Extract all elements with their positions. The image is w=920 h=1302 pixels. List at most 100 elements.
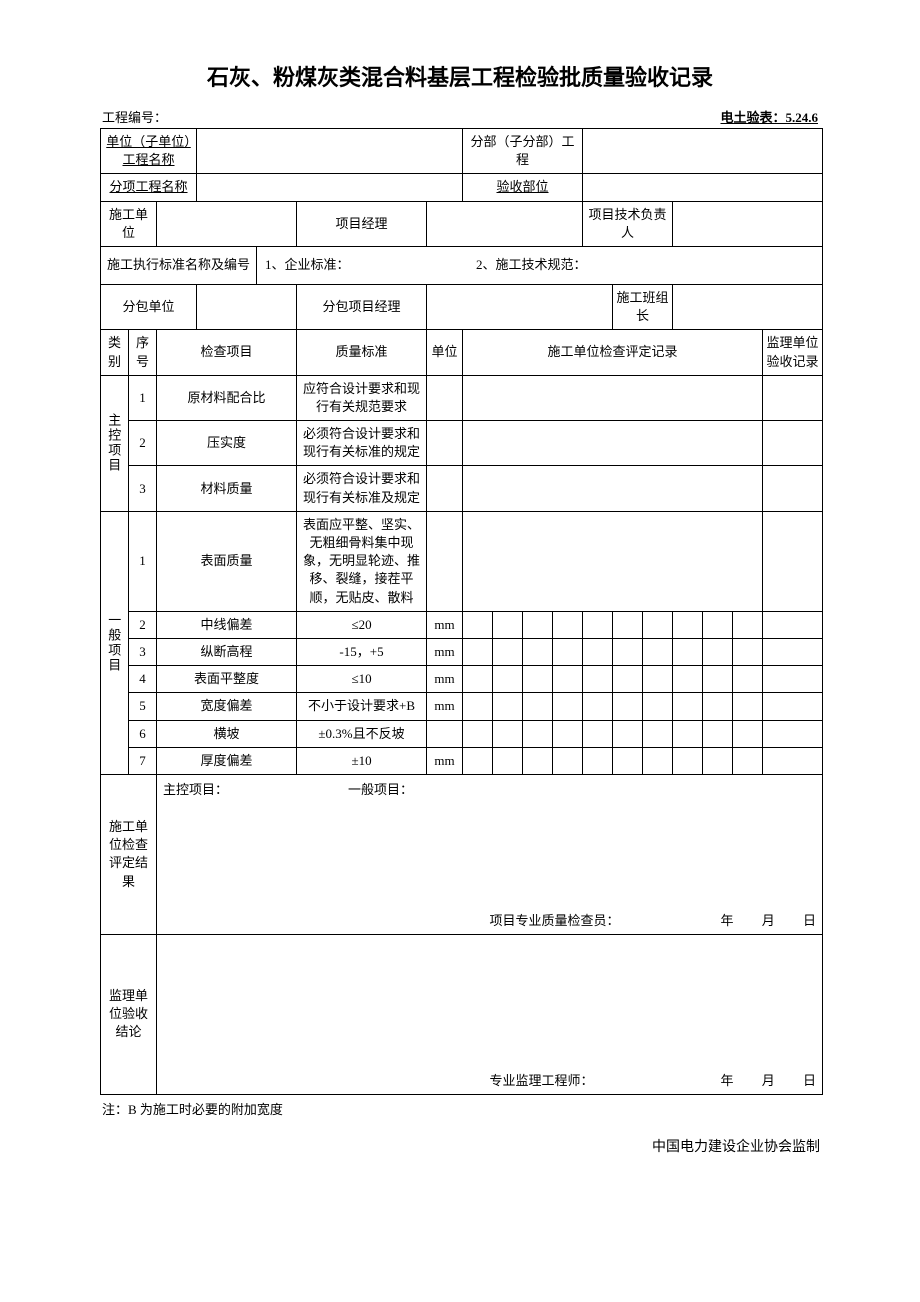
gen-seq-2: 2 xyxy=(129,611,157,638)
standard-2: 2、施工技术规范： xyxy=(476,257,587,272)
construct-unit-label: 施工单位 xyxy=(101,201,157,246)
th-supervise: 监理单位验收记录 xyxy=(763,330,823,375)
main-item-3: 材料质量 xyxy=(157,466,297,511)
main-std-1: 应符合设计要求和现行有关规范要求 xyxy=(297,375,427,420)
main-unit-2 xyxy=(427,421,463,466)
supervise-engineer-label: 专业监理工程师： xyxy=(490,1072,594,1090)
gen-item-7: 厚度偏差 xyxy=(157,747,297,774)
document-title: 石灰、粉煤灰类混合料基层工程检验批质量验收记录 xyxy=(100,60,820,92)
main-rec-3[interactable] xyxy=(463,466,763,511)
accept-part-value[interactable] xyxy=(583,174,823,201)
subcontract-value[interactable] xyxy=(197,284,297,329)
gen-sup-2[interactable] xyxy=(763,611,823,638)
main-unit-3 xyxy=(427,466,463,511)
gen-seq-4: 4 xyxy=(129,666,157,693)
team-lead-label: 施工班组长 xyxy=(613,284,673,329)
sub-project-value[interactable] xyxy=(583,129,823,174)
standard-label: 施工执行标准名称及编号 xyxy=(101,246,257,284)
form-no: 电土验表：5.24.6 xyxy=(720,107,818,126)
gen-unit-1 xyxy=(427,511,463,611)
unit-project-label: 单位（子单位）工程名称 xyxy=(101,129,197,174)
gen-unit-3: mm xyxy=(427,638,463,665)
tech-lead-value[interactable] xyxy=(673,201,823,246)
construct-result-cell[interactable]: 主控项目： 一般项目： 项目专业质量检查员： 年 月 日 xyxy=(157,774,823,934)
gen-item-5: 宽度偏差 xyxy=(157,693,297,720)
item-project-label: 分项工程名称 xyxy=(101,174,197,201)
cat-main: 主控项目 xyxy=(101,375,129,511)
gen-std-5: 不小于设计要求+B xyxy=(297,693,427,720)
footer: 中国电力建设企业协会监制 xyxy=(100,1136,820,1156)
sub-project-label: 分部（子分部）工程 xyxy=(463,129,583,174)
gen-sup-1[interactable] xyxy=(763,511,823,611)
gen-std-2: ≤20 xyxy=(297,611,427,638)
supervise-conclusion-cell[interactable]: 专业监理工程师： 年 月 日 xyxy=(157,934,823,1094)
gen-sup-7[interactable] xyxy=(763,747,823,774)
gen-std-1: 表面应平整、坚实、无粗细骨料集中现象，无明显轮迹、推移、裂缝，接茬平顺，无贴皮、… xyxy=(297,511,427,611)
supervise-conclusion-label: 监理单位验收结论 xyxy=(101,934,157,1094)
project-no-label: 工程编号： xyxy=(102,107,167,126)
main-rec-1[interactable] xyxy=(463,375,763,420)
gen-item-6: 横坡 xyxy=(157,720,297,747)
gen-item-1: 表面质量 xyxy=(157,511,297,611)
gen-sup-4[interactable] xyxy=(763,666,823,693)
standard-value[interactable]: 1、企业标准： 2、施工技术规范： xyxy=(257,246,823,284)
main-item-1: 原材料配合比 xyxy=(157,375,297,420)
gen-seq-5: 5 xyxy=(129,693,157,720)
main-unit-1 xyxy=(427,375,463,420)
quality-checker-label: 项目专业质量检查员： xyxy=(490,912,620,930)
main-std-2: 必须符合设计要求和现行有关标准的规定 xyxy=(297,421,427,466)
construct-unit-value[interactable] xyxy=(157,201,297,246)
gen-std-7: ±10 xyxy=(297,747,427,774)
tech-lead-label: 项目技术负责人 xyxy=(583,201,673,246)
main-table: 单位（子单位）工程名称 分部（子分部）工程 分项工程名称 验收部位 施工单位 项… xyxy=(100,128,823,1095)
main-seq-1: 1 xyxy=(129,375,157,420)
th-category: 类别 xyxy=(101,330,129,375)
gen-seq-7: 7 xyxy=(129,747,157,774)
gen-rec-1[interactable] xyxy=(463,511,763,611)
subcontract-label: 分包单位 xyxy=(101,284,197,329)
gen-item-2: 中线偏差 xyxy=(157,611,297,638)
standard-1: 1、企业标准： xyxy=(265,257,350,272)
gen-unit-5: mm xyxy=(427,693,463,720)
th-record: 施工单位检查评定记录 xyxy=(463,330,763,375)
gen-unit-6 xyxy=(427,720,463,747)
th-item: 检查项目 xyxy=(157,330,297,375)
gen-item-4: 表面平整度 xyxy=(157,666,297,693)
gen-sup-6[interactable] xyxy=(763,720,823,747)
main-item-2: 压实度 xyxy=(157,421,297,466)
sub-pm-value[interactable] xyxy=(427,284,613,329)
main-item-label: 主控项目： xyxy=(163,781,228,799)
main-seq-3: 3 xyxy=(129,466,157,511)
gen-seq-6: 6 xyxy=(129,720,157,747)
note: 注：B 为施工时必要的附加宽度 xyxy=(100,1099,820,1118)
gen-seq-3: 3 xyxy=(129,638,157,665)
unit-project-value[interactable] xyxy=(197,129,463,174)
main-seq-2: 2 xyxy=(129,421,157,466)
gen-item-3: 纵断高程 xyxy=(157,638,297,665)
gen-std-4: ≤10 xyxy=(297,666,427,693)
gen-sup-5[interactable] xyxy=(763,693,823,720)
general-item-label: 一般项目： xyxy=(348,781,413,799)
cat-general: 一般项目 xyxy=(101,511,129,774)
gen-sup-3[interactable] xyxy=(763,638,823,665)
meta-row: 工程编号： 电土验表：5.24.6 xyxy=(100,107,820,126)
accept-part-label: 验收部位 xyxy=(463,174,583,201)
gen-std-6: ±0.3%且不反坡 xyxy=(297,720,427,747)
main-std-3: 必须符合设计要求和现行有关标准及规定 xyxy=(297,466,427,511)
th-standard: 质量标准 xyxy=(297,330,427,375)
main-sup-3[interactable] xyxy=(763,466,823,511)
construct-result-label: 施工单位检查评定结果 xyxy=(101,774,157,934)
th-seq: 序号 xyxy=(129,330,157,375)
pm-value[interactable] xyxy=(427,201,583,246)
main-sup-1[interactable] xyxy=(763,375,823,420)
gen-unit-7: mm xyxy=(427,747,463,774)
main-rec-2[interactable] xyxy=(463,421,763,466)
pm-label: 项目经理 xyxy=(297,201,427,246)
main-sup-2[interactable] xyxy=(763,421,823,466)
gen-unit-4: mm xyxy=(427,666,463,693)
gen-seq-1: 1 xyxy=(129,511,157,611)
gen-unit-2: mm xyxy=(427,611,463,638)
th-unit: 单位 xyxy=(427,330,463,375)
team-lead-value[interactable] xyxy=(673,284,823,329)
item-project-value[interactable] xyxy=(197,174,463,201)
